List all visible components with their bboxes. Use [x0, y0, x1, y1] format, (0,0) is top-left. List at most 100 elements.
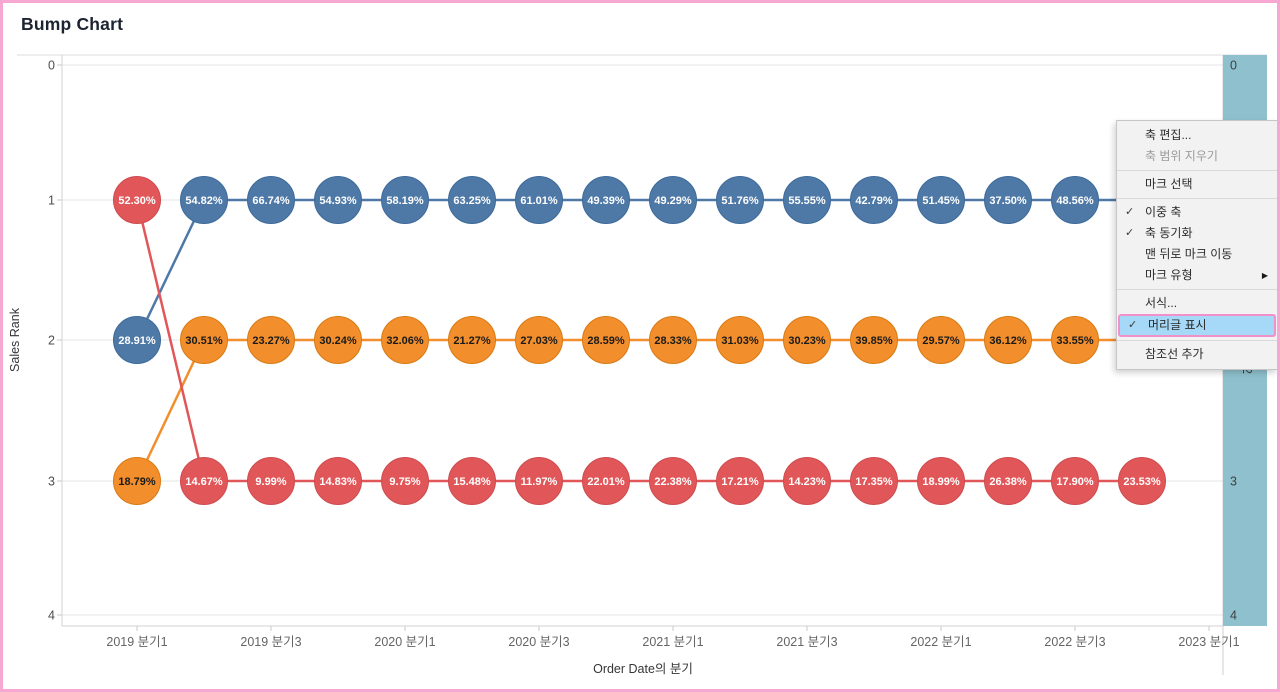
x-axis-tick-label: 2019 분기3 [240, 635, 301, 649]
mark-circle[interactable] [850, 176, 898, 224]
mark-circle[interactable] [180, 457, 228, 505]
mark-label: 14.23% [788, 476, 826, 488]
y-axis-tick-label: 0 [48, 59, 55, 73]
mark-label: 28.91% [118, 335, 156, 347]
right-axis-tick-label: 0 [1230, 59, 1237, 73]
mark-circle[interactable] [783, 176, 831, 224]
x-axis-tick-label: 2023 분기1 [1178, 635, 1239, 649]
mark-label: 32.06% [386, 335, 424, 347]
mark-label: 61.01% [520, 195, 558, 207]
mark-circle[interactable] [716, 316, 764, 364]
menu-item-clear-axis-range: 축 범위 지우기 [1117, 146, 1277, 167]
x-axis-tick-label: 2022 분기3 [1044, 635, 1105, 649]
mark-circle[interactable] [247, 316, 295, 364]
mark-circle[interactable] [850, 457, 898, 505]
mark-circle[interactable] [1051, 176, 1099, 224]
mark-circle[interactable] [381, 176, 429, 224]
menu-item-format[interactable]: 서식... [1117, 293, 1277, 314]
mark-circle[interactable] [649, 457, 697, 505]
mark-circle[interactable] [515, 176, 563, 224]
mark-circle[interactable] [247, 457, 295, 505]
mark-circle[interactable] [113, 457, 161, 505]
mark-circle[interactable] [381, 457, 429, 505]
mark-label: 9.99% [255, 476, 286, 488]
mark-circle[interactable] [984, 176, 1032, 224]
mark-label: 23.53% [1123, 476, 1161, 488]
mark-label: 23.27% [252, 335, 290, 347]
mark-circle[interactable] [917, 316, 965, 364]
mark-circle[interactable] [582, 316, 630, 364]
mark-label: 36.12% [989, 335, 1027, 347]
mark-circle[interactable] [716, 176, 764, 224]
menu-item-label: 축 편집... [1145, 128, 1192, 142]
right-axis-partial-label: 2 [1240, 367, 1254, 374]
mark-circle[interactable] [917, 457, 965, 505]
mark-circle[interactable] [448, 316, 496, 364]
menu-item-select-marks[interactable]: 마크 선택 [1117, 174, 1277, 195]
mark-label: 49.39% [587, 195, 625, 207]
mark-circle[interactable] [247, 176, 295, 224]
mark-label: 14.67% [185, 476, 223, 488]
mark-circle[interactable] [113, 316, 161, 364]
mark-circle[interactable] [448, 176, 496, 224]
mark-circle[interactable] [984, 457, 1032, 505]
menu-separator [1117, 170, 1277, 171]
mark-label: 15.48% [453, 476, 491, 488]
mark-circle[interactable] [448, 457, 496, 505]
mark-circle[interactable] [1051, 457, 1099, 505]
mark-label: 66.74% [252, 195, 290, 207]
x-axis-title: Order Date의 분기 [593, 662, 693, 676]
mark-label: 9.75% [389, 476, 420, 488]
mark-label: 31.03% [721, 335, 759, 347]
menu-item-move-marks-to-back[interactable]: 맨 뒤로 마크 이동 [1117, 244, 1277, 265]
menu-item-label: 서식... [1145, 296, 1178, 310]
mark-label: 28.59% [587, 335, 625, 347]
mark-label: 17.90% [1056, 476, 1094, 488]
mark-circle[interactable] [515, 316, 563, 364]
mark-circle[interactable] [783, 457, 831, 505]
mark-circle[interactable] [515, 457, 563, 505]
mark-circle[interactable] [113, 176, 161, 224]
menu-item-mark-type[interactable]: 마크 유형 ▶ [1117, 265, 1277, 286]
mark-circle[interactable] [314, 316, 362, 364]
series-blue-line [135, 198, 1142, 341]
y-axis-title: Sales Rank [8, 308, 22, 372]
menu-separator [1117, 340, 1277, 341]
mark-label: 30.51% [185, 335, 223, 347]
mark-label: 42.79% [855, 195, 893, 207]
y-axis-tick-label: 1 [48, 194, 55, 208]
mark-circle[interactable] [180, 316, 228, 364]
mark-circle[interactable] [984, 316, 1032, 364]
menu-item-label: 축 범위 지우기 [1145, 149, 1218, 163]
mark-circle[interactable] [582, 176, 630, 224]
mark-label: 11.97% [521, 476, 558, 488]
menu-item-dual-axis[interactable]: ✓ 이중 축 [1117, 202, 1277, 223]
mark-circle[interactable] [314, 176, 362, 224]
mark-circle[interactable] [180, 176, 228, 224]
mark-circle[interactable] [649, 176, 697, 224]
x-axis-tick-label: 2022 분기1 [910, 635, 971, 649]
menu-item-label: 이중 축 [1145, 205, 1182, 219]
mark-label: 51.45% [922, 195, 960, 207]
menu-item-synchronize-axis[interactable]: ✓ 축 동기화 [1117, 223, 1277, 244]
mark-circle[interactable] [314, 457, 362, 505]
mark-circle[interactable] [1051, 316, 1099, 364]
menu-item-add-reference-line[interactable]: 참조선 추가 [1117, 344, 1277, 365]
mark-circle[interactable] [582, 457, 630, 505]
menu-item-label: 마크 선택 [1145, 177, 1193, 191]
y-axis-tick-label: 3 [48, 475, 55, 489]
chart-title: Bump Chart [21, 14, 124, 34]
mark-label: 18.99% [922, 476, 960, 488]
mark-label: 28.33% [654, 335, 692, 347]
menu-item-edit-axis[interactable]: 축 편집... [1117, 125, 1277, 146]
mark-circle[interactable] [783, 316, 831, 364]
right-axis-tick-label: 4 [1230, 609, 1237, 623]
mark-circle[interactable] [649, 316, 697, 364]
mark-circle[interactable] [850, 316, 898, 364]
menu-item-show-header[interactable]: ✓ 머리글 표시 [1118, 314, 1276, 337]
mark-circle[interactable] [716, 457, 764, 505]
mark-circle[interactable] [381, 316, 429, 364]
mark-circle[interactable] [1118, 457, 1166, 505]
mark-circle[interactable] [917, 176, 965, 224]
menu-separator [1117, 289, 1277, 290]
